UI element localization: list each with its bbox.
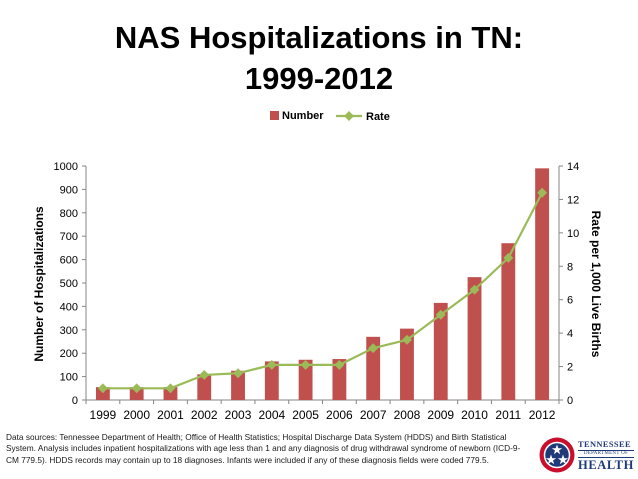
rate-line	[102, 192, 544, 390]
tri-star-seal-icon	[539, 437, 575, 473]
y2-tick-label: 8	[567, 261, 573, 273]
bar-number	[197, 374, 212, 400]
x-tick-label: 2005	[292, 408, 319, 422]
x-tick-label: 2008	[394, 408, 421, 422]
y-tick-label: 100	[60, 372, 78, 384]
x-tick-label: 2007	[360, 408, 387, 422]
legend-label-rate: Rate	[366, 111, 390, 123]
y2-tick-label: 14	[567, 161, 579, 173]
bar-number	[400, 328, 414, 400]
bar-number	[433, 302, 448, 400]
rate-marker	[165, 383, 176, 394]
bar-number	[535, 168, 550, 400]
data-sources-footnote: Data sources: Tennessee Department of He…	[6, 432, 521, 465]
x-tick-label: 2001	[157, 408, 184, 422]
x-tick-label: 2006	[326, 408, 353, 422]
logo-line-department: DEPARTMENT OF	[578, 450, 634, 458]
y-tick-label: 500	[60, 278, 78, 290]
rate-marker	[537, 187, 548, 198]
rate-marker	[435, 309, 446, 320]
rate-marker	[233, 368, 243, 379]
y-tick-label: 600	[60, 255, 78, 267]
y-tick-label: 800	[60, 208, 78, 220]
bar-number	[264, 361, 279, 400]
rate-marker	[266, 359, 277, 370]
rate-marker	[199, 369, 210, 380]
legend: Number Rate	[270, 110, 390, 123]
y-tick-label: 400	[60, 301, 78, 313]
chart: NAS Hospitalizations in TN: 1999-2012 Nu…	[32, 20, 603, 422]
rate-marker	[300, 359, 311, 370]
y2-tick-label: 4	[567, 328, 573, 340]
x-tick-label: 2011	[495, 408, 521, 422]
y2-tick-label: 10	[567, 228, 579, 240]
x-tick-label: 2012	[529, 408, 556, 422]
rate-marker	[402, 334, 412, 345]
y2-tick-label: 0	[567, 395, 573, 407]
tennessee-health-logo: TENNESSEE DEPARTMENT OF HEALTH	[538, 436, 634, 474]
legend-swatch-number	[270, 111, 279, 120]
bar-number	[467, 277, 482, 400]
bar-number	[332, 359, 347, 400]
plot-area: 0 100 200 300 400 500 600 700 800 900 1000 0 2 4 6 8 10 1…	[54, 161, 580, 422]
chart-title-line1: NAS Hospitalizations in TN:	[115, 20, 523, 55]
x-tick-label: 2002	[191, 408, 218, 422]
x-tick-label: 2009	[427, 408, 454, 422]
bar-number	[366, 336, 381, 400]
rate-marker	[503, 252, 514, 263]
rate-marker	[368, 343, 379, 354]
y-tick-label: 900	[60, 184, 78, 196]
rate-marker	[334, 359, 345, 370]
y2-tick-label: 2	[567, 362, 573, 374]
y-tick-label: 200	[60, 348, 78, 360]
bar-number	[501, 243, 516, 400]
bar-number	[95, 387, 110, 400]
y-tick-label: 0	[72, 395, 78, 407]
y2-axis-label: Rate per 1,000 Live Births	[589, 211, 603, 358]
y-tick-label: 700	[60, 231, 78, 243]
chart-title-line2: 1999-2012	[245, 61, 393, 96]
y-tick-label: 1000	[54, 161, 78, 173]
y-axis-label: Number of Hospitalizations	[32, 206, 46, 362]
bar-number	[163, 387, 178, 400]
rate-marker	[131, 383, 142, 394]
y-tick-label: 300	[60, 325, 78, 337]
x-tick-label: 1999	[90, 408, 117, 422]
y2-tick-label: 6	[567, 295, 573, 307]
x-tick-label: 2004	[258, 408, 285, 422]
logo-line-tennessee: TENNESSEE	[578, 440, 631, 449]
legend-swatch-rate-marker	[344, 111, 354, 121]
rate-marker	[469, 284, 480, 295]
legend-label-number: Number	[282, 110, 324, 122]
logo-line-health: HEALTH	[578, 458, 634, 472]
bar-number	[231, 370, 245, 400]
x-tick-label: 2000	[123, 408, 150, 422]
x-tick-label: 2010	[461, 408, 488, 422]
bar-number	[298, 359, 313, 400]
y2-tick-label: 12	[567, 194, 579, 206]
bar-number	[129, 387, 144, 400]
x-tick-label: 2003	[225, 408, 252, 422]
